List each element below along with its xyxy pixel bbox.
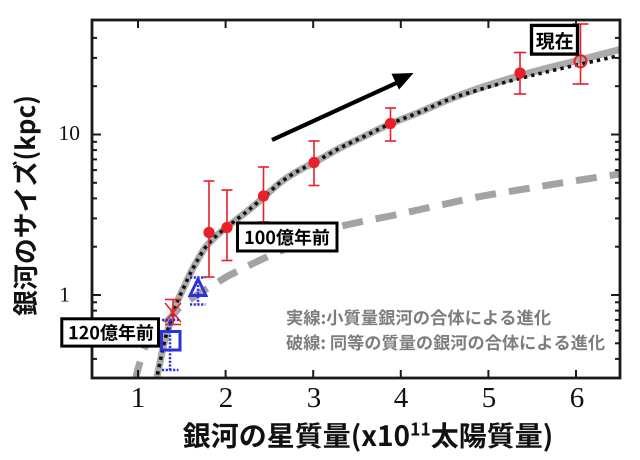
svg-text:1: 1 [59,283,70,307]
svg-text:6: 6 [570,382,585,414]
svg-text:3: 3 [307,382,322,414]
svg-text:4: 4 [394,382,409,414]
svg-text:5: 5 [482,382,497,414]
svg-text:1: 1 [131,382,146,414]
svg-text:10: 10 [59,121,81,145]
svg-text:2: 2 [219,382,234,414]
